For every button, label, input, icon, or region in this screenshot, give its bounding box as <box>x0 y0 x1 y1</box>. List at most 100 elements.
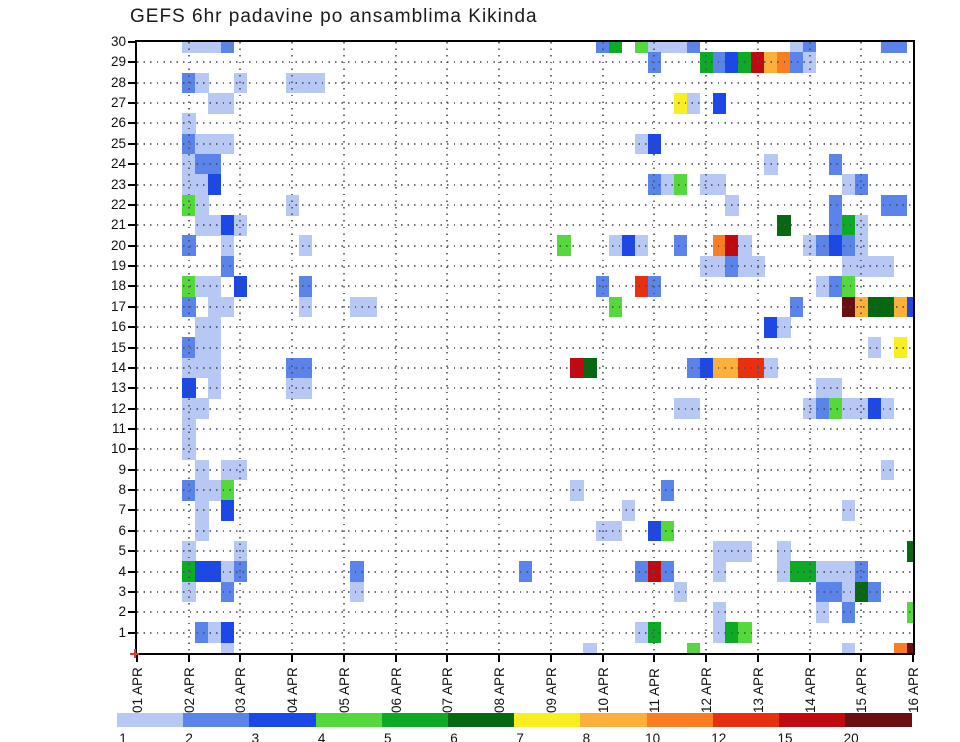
y-axis-label: 2 <box>118 604 126 620</box>
y-tick <box>128 427 137 430</box>
y-tick <box>128 142 137 145</box>
v-gridline <box>446 42 449 653</box>
v-gridline <box>653 42 656 653</box>
h-gridline <box>137 631 913 634</box>
heatmap-cell <box>673 42 688 53</box>
y-tick <box>128 244 137 247</box>
h-gridline <box>137 305 913 308</box>
h-gridline <box>137 407 913 410</box>
heatmap-cell <box>208 42 222 53</box>
y-axis-label: 28 <box>110 74 126 90</box>
y-axis-label: 18 <box>110 278 126 294</box>
y-axis-label: 15 <box>110 339 126 355</box>
y-tick <box>128 326 137 329</box>
y-axis-label: 12 <box>110 400 126 416</box>
v-gridline <box>394 42 397 653</box>
colorbar-segment <box>580 713 647 727</box>
heatmap-cell <box>906 642 913 653</box>
x-axis-date-label: 02 APR <box>181 667 197 713</box>
h-gridline <box>137 102 913 105</box>
x-axis-date-label: 15 APR <box>854 667 870 713</box>
y-axis-label: 24 <box>110 156 126 172</box>
h-gridline <box>137 81 913 84</box>
x-tick <box>756 653 759 662</box>
h-gridline <box>137 224 913 227</box>
y-tick <box>128 611 137 614</box>
y-tick <box>128 122 137 125</box>
v-gridline <box>187 42 190 653</box>
y-axis-label: 11 <box>111 420 126 436</box>
h-gridline <box>137 590 913 593</box>
y-tick <box>128 285 137 288</box>
heatmap-cell <box>221 642 235 653</box>
y-axis-label: 8 <box>118 482 126 498</box>
colorbar-tick-label: 7 <box>516 731 524 742</box>
h-gridline <box>137 122 913 125</box>
heatmap-cell <box>660 42 675 53</box>
x-axis-date-label: 04 APR <box>285 667 301 713</box>
heatmap-cell <box>880 42 894 53</box>
x-axis-date-label: 12 APR <box>699 667 715 713</box>
h-gridline <box>137 427 913 430</box>
x-tick <box>549 653 552 662</box>
y-axis-label: 13 <box>110 380 126 396</box>
y-axis-label: 4 <box>118 563 126 579</box>
colorbar-tick-label: 2 <box>185 731 193 742</box>
heatmap-cell <box>686 42 700 53</box>
x-axis-date-label: 16 APR <box>906 667 921 713</box>
colorbar-tick-label: 15 <box>777 731 793 742</box>
colorbar-tick-label: 8 <box>582 731 591 742</box>
h-gridline <box>137 265 913 268</box>
x-tick <box>136 653 138 662</box>
heatmap-cell <box>893 42 907 53</box>
h-gridline <box>137 570 913 573</box>
y-tick <box>128 41 137 43</box>
h-gridline <box>137 326 913 329</box>
colorbar-segment <box>249 713 316 727</box>
heatmap-cell <box>583 642 597 653</box>
y-tick <box>128 366 137 369</box>
x-tick <box>912 653 914 662</box>
x-axis-date-label: 10 APR <box>595 667 611 713</box>
y-tick <box>128 631 137 634</box>
y-tick <box>128 387 137 390</box>
y-axis-label: 20 <box>110 237 126 253</box>
h-gridline <box>137 142 913 145</box>
v-gridline <box>291 42 294 653</box>
y-axis-label: 17 <box>110 298 126 314</box>
y-tick <box>128 590 137 593</box>
x-axis-date-label: 14 APR <box>802 667 818 713</box>
y-axis-label: 14 <box>110 359 126 375</box>
v-gridline <box>239 42 242 653</box>
y-axis-label: 10 <box>110 441 126 457</box>
h-gridline <box>137 346 913 349</box>
colorbar-segment <box>315 713 383 727</box>
v-gridline <box>549 42 552 653</box>
x-axis-date-label: 03 APR <box>233 667 249 713</box>
y-axis-label: 7 <box>118 502 126 518</box>
y-tick <box>128 346 137 349</box>
h-gridline <box>137 163 913 166</box>
y-tick <box>128 509 137 512</box>
h-gridline <box>137 387 913 390</box>
y-axis-label: 1 <box>118 624 126 640</box>
v-gridline <box>342 42 345 653</box>
colorbar-segment <box>117 713 184 727</box>
colorbar-tick-label: 3 <box>251 731 260 742</box>
colorbar-segment <box>646 713 714 727</box>
y-axis-label: 25 <box>110 135 126 151</box>
colorbar-tick-label: 1 <box>119 731 127 742</box>
x-tick <box>291 653 294 662</box>
y-tick <box>128 529 137 532</box>
y-tick <box>128 570 137 573</box>
h-gridline <box>137 61 913 64</box>
heatmap-cell <box>841 642 856 653</box>
x-tick <box>342 653 345 662</box>
colorbar-segment <box>448 713 515 727</box>
plot-area <box>137 42 913 653</box>
y-axis-label: 3 <box>118 583 126 599</box>
h-gridline <box>137 366 913 369</box>
y-tick <box>128 305 137 308</box>
y-tick <box>128 265 137 268</box>
